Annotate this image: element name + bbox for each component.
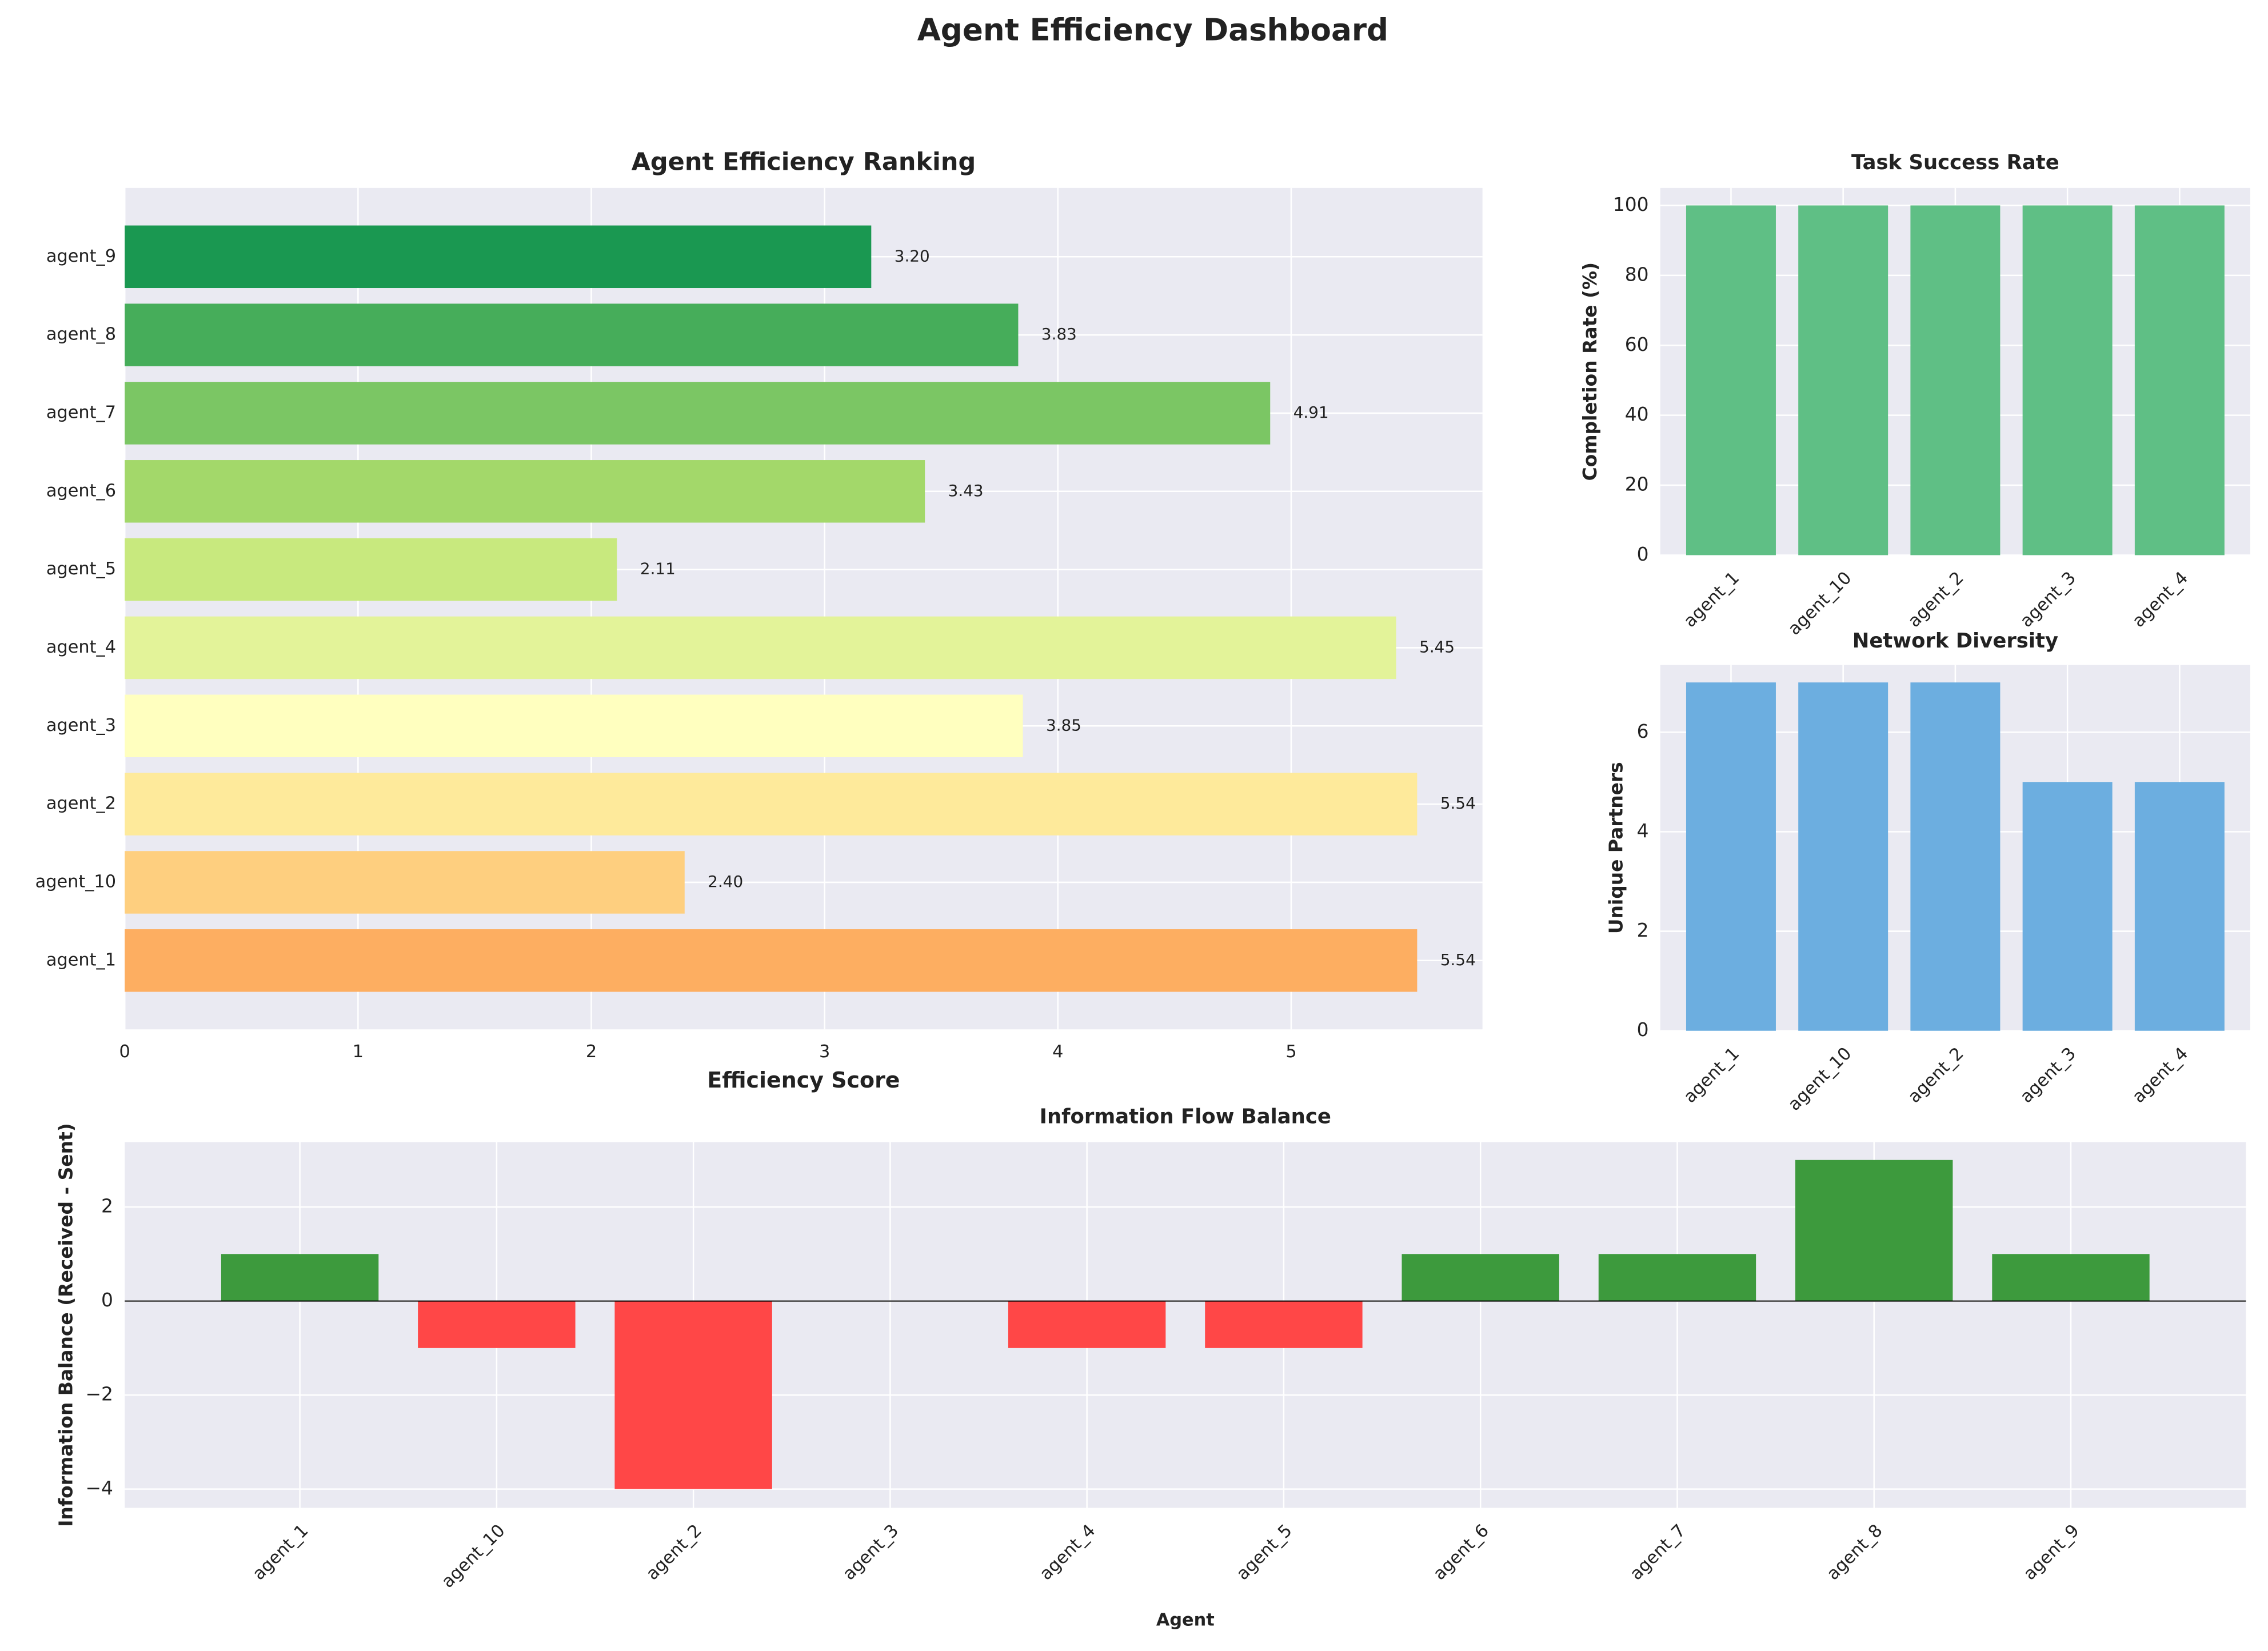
bar — [1686, 205, 1776, 555]
bar — [125, 460, 925, 523]
y-tick-label: agent_10 — [35, 872, 116, 892]
value-label: 5.45 — [1419, 637, 1455, 656]
bar — [2022, 782, 2113, 1031]
y-tick-label: agent_7 — [46, 402, 116, 422]
y-axis-label: Unique Partners — [1604, 762, 1627, 934]
y-tick-label: 0 — [1637, 543, 1649, 565]
chart-title: Network Diversity — [1852, 629, 2058, 653]
bar — [1008, 1301, 1166, 1348]
y-tick-label: agent_2 — [46, 794, 116, 814]
y-tick-label: 60 — [1625, 333, 1649, 355]
value-label: 5.54 — [1440, 794, 1476, 813]
bar — [1798, 205, 1888, 555]
x-tick-label: 2 — [586, 1042, 597, 1062]
chart-title: Information Flow Balance — [1040, 1105, 1331, 1129]
dashboard-title: Agent Efficiency Dashboard — [917, 12, 1388, 47]
x-tick-label: 5 — [1285, 1042, 1296, 1062]
x-axis-label: Efficiency Score — [707, 1068, 900, 1093]
y-tick-label: −4 — [86, 1477, 113, 1499]
bar — [614, 1301, 772, 1489]
bar — [418, 1301, 576, 1348]
y-tick-label: 100 — [1613, 193, 1649, 215]
y-tick-label: agent_1 — [46, 950, 116, 970]
y-tick-label: agent_4 — [46, 637, 116, 657]
bar — [1401, 1254, 1559, 1301]
chart-title: Agent Efficiency Ranking — [632, 147, 976, 176]
y-tick-label: 4 — [1637, 819, 1649, 842]
y-tick-label: 80 — [1625, 263, 1649, 285]
bar — [125, 225, 872, 289]
value-label: 4.91 — [1293, 403, 1329, 422]
chart-title: Task Success Rate — [1851, 151, 2059, 174]
y-tick-label: 40 — [1625, 403, 1649, 425]
x-tick-label: 4 — [1052, 1042, 1063, 1062]
bar — [125, 303, 1019, 366]
bar — [125, 773, 1418, 836]
value-label: 3.20 — [895, 246, 930, 265]
y-tick-label: 2 — [101, 1195, 113, 1217]
x-tick-label: 1 — [353, 1042, 364, 1062]
value-label: 2.11 — [640, 559, 676, 578]
bar — [1686, 682, 1776, 1031]
bar — [125, 851, 685, 914]
y-axis-label: Completion Rate (%) — [1579, 262, 1601, 481]
y-tick-label: agent_9 — [46, 246, 116, 266]
y-tick-label: 6 — [1637, 720, 1649, 742]
value-label: 3.43 — [948, 481, 984, 500]
x-tick-label: 0 — [119, 1042, 130, 1062]
bar — [125, 694, 1023, 758]
bar — [1992, 1254, 2150, 1301]
x-axis-label: Agent — [1156, 1610, 1215, 1630]
y-axis-label: Information Balance (Received - Sent) — [55, 1123, 77, 1527]
bar — [1910, 205, 2001, 555]
y-tick-label: 2 — [1637, 919, 1649, 941]
y-tick-label: 20 — [1625, 473, 1649, 495]
y-tick-label: agent_8 — [46, 325, 116, 345]
value-label: 3.85 — [1046, 715, 1081, 734]
y-tick-label: agent_3 — [46, 715, 116, 735]
bar — [125, 929, 1418, 992]
bar — [1205, 1301, 1363, 1348]
y-tick-label: 0 — [101, 1289, 113, 1311]
bar — [221, 1254, 379, 1301]
y-tick-label: agent_5 — [46, 559, 116, 579]
value-label: 5.54 — [1440, 950, 1476, 969]
x-tick-label: 3 — [819, 1042, 830, 1062]
y-tick-label: agent_6 — [46, 481, 116, 501]
value-label: 2.40 — [708, 872, 743, 891]
bar — [2134, 782, 2225, 1031]
bar — [1910, 682, 2001, 1031]
bar — [2134, 205, 2225, 555]
bar — [125, 382, 1271, 445]
y-tick-label: −2 — [86, 1383, 113, 1405]
bar — [1795, 1160, 1953, 1301]
bar — [1598, 1254, 1756, 1301]
bar — [125, 538, 617, 601]
bar — [1798, 682, 1888, 1031]
bar — [125, 616, 1396, 679]
bar — [2022, 205, 2113, 555]
y-tick-label: 0 — [1637, 1018, 1649, 1041]
value-label: 3.83 — [1041, 325, 1077, 343]
